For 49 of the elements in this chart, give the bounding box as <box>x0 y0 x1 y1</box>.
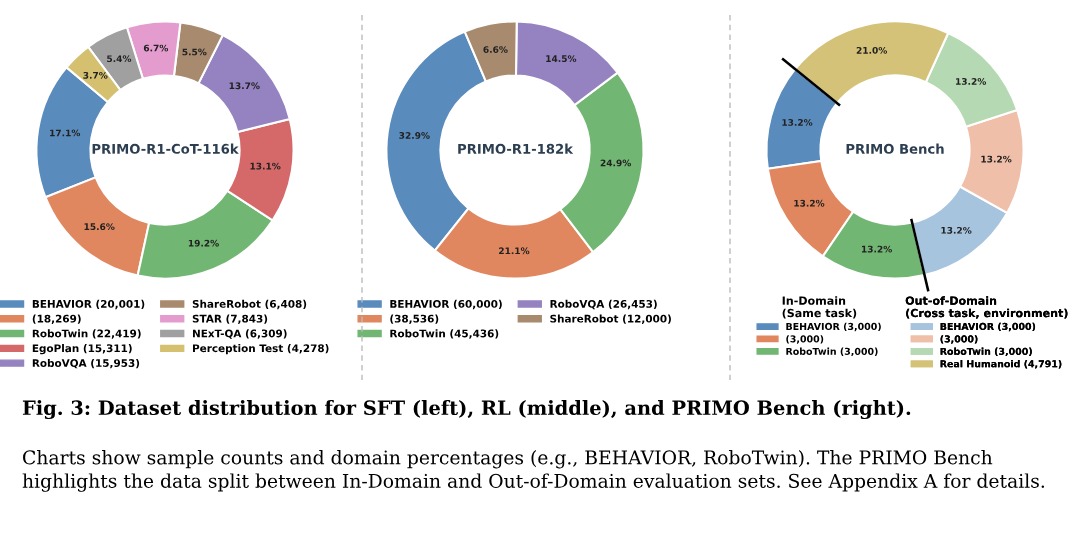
data-label: 14.5% <box>546 55 577 63</box>
legend-label: ShareRobot (12,000) <box>550 314 671 324</box>
data-label: 13.2% <box>956 78 987 85</box>
legend-label: EgoPlan (15,311) <box>32 344 132 355</box>
legend-label: RoboTwin (3,000) <box>786 347 878 357</box>
data-label: 3.7% <box>83 71 108 79</box>
text: Out-of-Domain (Cross task, environment) <box>905 296 1068 319</box>
legend-label: BEHAVIOR (60,000) <box>390 299 502 310</box>
legend-label: (3,000) <box>940 335 978 344</box>
data-label: 15.6% <box>84 223 115 231</box>
legend-label: Real Humanoid (4,791) <box>940 360 1062 369</box>
data-label: 13.2% <box>941 226 972 234</box>
data-label: 13.2% <box>782 119 813 126</box>
data-label: 6.7% <box>143 44 169 52</box>
caption: Fig. 3: Dataset distribution for SFT (left), RL (middle), and PRIMO Bench (right). <box>22 400 911 420</box>
data-label: 5.5% <box>182 48 207 56</box>
legend-label: RoboVQA (15,953) <box>32 358 140 369</box>
text: Charts show sample counts and domain percentages (e.g., BEHAVIOR, RoboTwin). The PRIMO Bench highlights the data split between In-Domain and Out-of-Domain evaluation sets. See Appendix A for details. <box>22 450 1045 492</box>
legend-label: RoboTwin (3,000) <box>940 347 1032 357</box>
text: In-Domain (Same task) <box>782 296 857 319</box>
legend-label: BEHAVIOR (3,000) <box>940 322 1036 332</box>
text: PRIMO-R1-182k <box>458 143 574 154</box>
legend-label: (3,000) <box>786 335 824 344</box>
legend-label: RoboTwin (45,436) <box>390 329 499 339</box>
data-label: 24.9% <box>600 159 632 167</box>
data-label: 13.2% <box>981 155 1012 163</box>
text: PRIMO-R1-CoT-116k <box>92 143 239 154</box>
data-label: 13.2% <box>794 199 825 207</box>
legend-label: BEHAVIOR (20,001) <box>32 299 145 310</box>
legend-label: RoboTwin (22,419) <box>32 329 141 339</box>
data-label: 21.0% <box>856 46 888 54</box>
legend-label: Perception Test (4,278) <box>192 344 329 355</box>
legend-label: ShareRobot (6,408) <box>192 299 307 310</box>
legend-label: BEHAVIOR (3,000) <box>786 322 881 332</box>
legend-label: STAR (7,843) <box>192 314 268 324</box>
text: PRIMO Bench <box>846 143 944 154</box>
data-label: 13.7% <box>229 82 260 90</box>
data-label: 5.4% <box>107 55 132 63</box>
legend-label: (38,536) <box>390 314 439 324</box>
legend-label: RoboVQA (26,453) <box>550 299 657 310</box>
data-label: 6.6% <box>483 46 508 53</box>
data-label: 13.1% <box>250 162 281 170</box>
legend-label: (18,269) <box>32 314 81 324</box>
data-label: 21.1% <box>499 247 530 255</box>
data-label: 13.2% <box>861 245 892 253</box>
data-label: 32.9% <box>399 132 430 139</box>
legend-label: NExT-QA (6,309) <box>192 329 287 339</box>
data-label: 19.2% <box>188 239 219 247</box>
data-label: 17.1% <box>50 129 81 137</box>
